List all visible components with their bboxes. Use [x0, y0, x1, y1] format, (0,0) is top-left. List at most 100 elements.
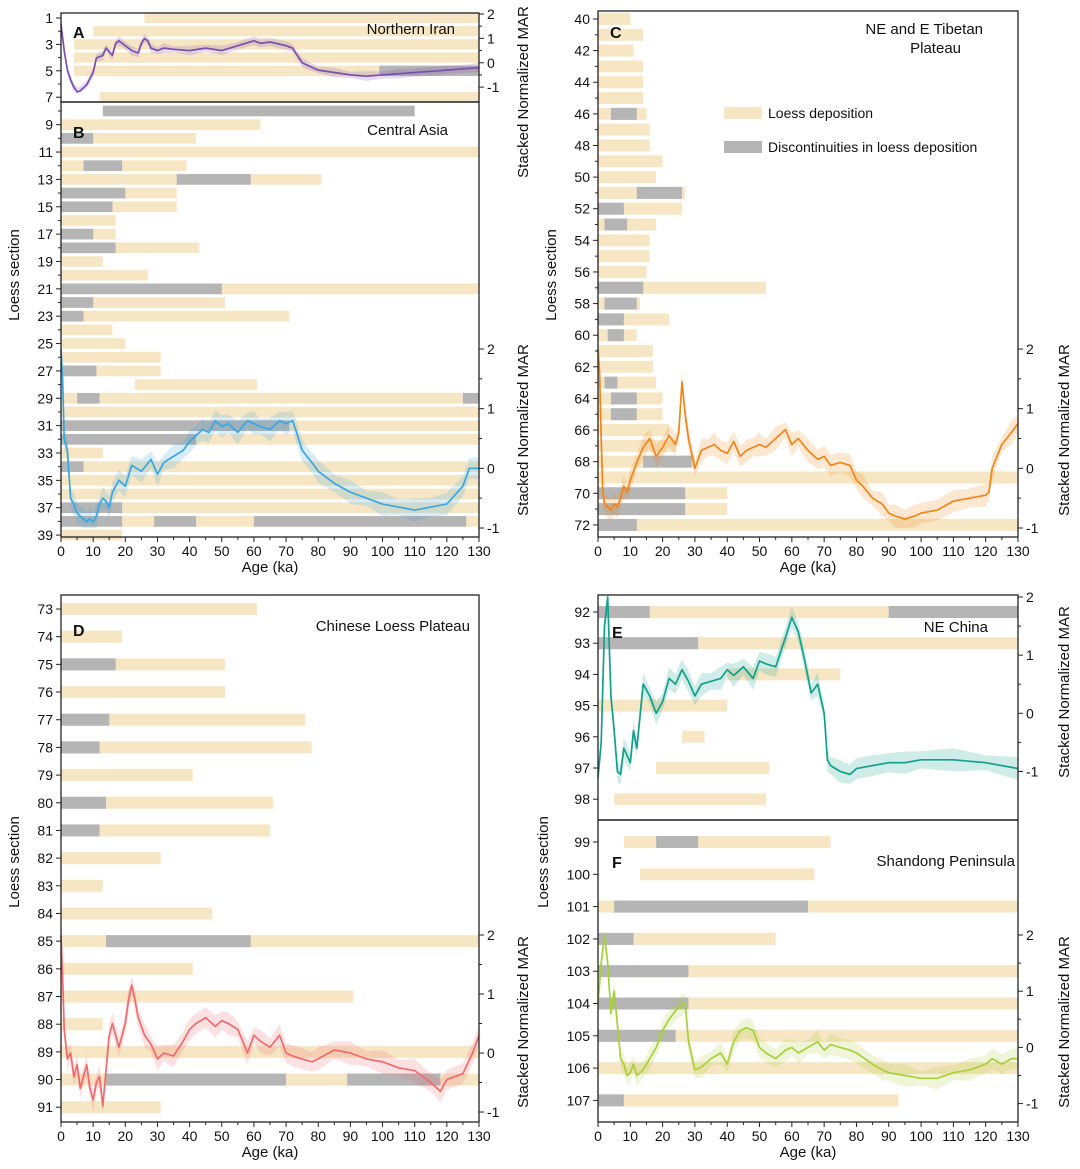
loess-bar-row-107	[598, 1094, 899, 1107]
gap-bar-row-52	[598, 202, 624, 215]
loess-bar-row-97	[656, 762, 770, 774]
loess-bar-row-44	[598, 76, 644, 89]
x-tick-label-100: 100	[371, 1128, 395, 1144]
gap-bar-row-18	[61, 242, 116, 254]
loess-bar-row-69	[598, 471, 1018, 484]
loess-bar-row-33	[61, 447, 103, 459]
loess-bar-row-45	[598, 92, 644, 105]
x-tick-label-120: 120	[435, 1128, 459, 1144]
gap-bar-row-23	[61, 310, 84, 322]
legend-loess-swatch	[724, 107, 762, 119]
row-label-76: 76	[37, 684, 53, 700]
y2-axis-label-f: Stacked Normalized MAR	[1056, 936, 1073, 1108]
row-label-58: 58	[574, 296, 590, 312]
row-label-92: 92	[574, 604, 590, 620]
loess-bar-row-98	[614, 793, 766, 806]
panel-title-e: NE China	[924, 619, 989, 636]
gap-bar-row-90	[347, 1073, 441, 1086]
x-tick-label-50: 50	[214, 543, 230, 559]
gap-bar-row-31	[61, 420, 290, 431]
x-tick-label-70: 70	[278, 1128, 294, 1144]
x-tick-label-120: 120	[974, 543, 998, 559]
loess-bar-row-91	[61, 1101, 161, 1114]
loess-bar-row-9	[61, 119, 261, 131]
legend: Loess deposition Discontinuities in loes…	[724, 105, 977, 155]
x-tick-label-50: 50	[214, 1128, 230, 1144]
row-label-93: 93	[574, 635, 590, 651]
x-tick-label-130: 130	[467, 1128, 491, 1144]
y2-axis-label-a: Stacked Normalized MAR	[515, 6, 532, 178]
x-tick-label-30: 30	[150, 1128, 166, 1144]
loess-bar-row-100	[640, 868, 815, 881]
panel-title-d: Chinese Loess Plateau	[316, 618, 470, 635]
loess-bar-row-50	[598, 171, 657, 184]
y-axis-label-b: Loess section	[6, 229, 23, 321]
x-tick-label-20: 20	[118, 1128, 134, 1144]
row-label-60: 60	[574, 327, 590, 343]
panel-letter-a: A	[73, 25, 85, 42]
loess-bar-row-84	[61, 907, 213, 920]
x-tick-label-90: 90	[881, 1128, 897, 1144]
row-label-64: 64	[574, 390, 590, 406]
x-tick-label-60: 60	[784, 543, 800, 559]
loess-bar-row-87	[61, 990, 354, 1003]
y-axis-label-c: Loess section	[543, 229, 560, 321]
gap-bar-row-103	[598, 965, 689, 978]
loess-bar-row-105	[598, 1029, 1018, 1042]
row-label-78: 78	[37, 739, 53, 755]
gap-bar-row-27	[61, 365, 97, 377]
loess-bar-row-16	[61, 215, 116, 226]
loess-bar-row-77	[61, 713, 306, 726]
gap-bar-row-13	[176, 174, 251, 185]
x-tick-label-120: 120	[974, 1128, 998, 1144]
gap-bar-row-14	[61, 187, 126, 199]
x-tick-label-120: 120	[435, 543, 459, 559]
x-tick-label-100: 100	[909, 1128, 933, 1144]
gap-bar-row-37	[61, 502, 123, 514]
row-label-44: 44	[574, 74, 590, 90]
x-tick-label-90: 90	[343, 543, 359, 559]
gap-bar-row-92	[888, 606, 1018, 618]
row-label-23: 23	[37, 308, 53, 324]
row-label-105: 105	[567, 1028, 591, 1044]
loess-bar-row-82	[61, 852, 161, 865]
loess-bar-row-93	[598, 637, 1018, 650]
mar-tick-label: -1	[1026, 763, 1039, 779]
gap-bar-row-92	[598, 606, 650, 618]
loess-bar-row-62	[598, 360, 653, 373]
x-tick-label-50: 50	[752, 543, 768, 559]
gap-bar-row-85	[106, 935, 251, 948]
loess-bar-row-89	[61, 1045, 479, 1058]
loess-bar-row-5	[73, 65, 479, 76]
mar-tick-label: 2	[487, 927, 495, 943]
row-label-68: 68	[574, 454, 590, 470]
gap-bar-row-38	[253, 516, 467, 527]
row-label-86: 86	[37, 961, 53, 977]
row-label-84: 84	[37, 905, 53, 921]
gap-bar-row-77	[61, 713, 110, 726]
gap-bar-row-8	[102, 105, 415, 117]
row-label-17: 17	[37, 226, 53, 242]
x-tick-label-60: 60	[246, 543, 262, 559]
mar-band-b	[61, 349, 479, 528]
row-label-66: 66	[574, 422, 590, 438]
loess-bar-row-15	[61, 201, 177, 213]
y2-axis-label-d: Stacked Normalized MAR	[515, 936, 532, 1108]
row-label-48: 48	[574, 137, 590, 153]
x-tick-label-0: 0	[594, 1128, 602, 1144]
loess-bar-row-67	[598, 439, 676, 452]
row-label-15: 15	[37, 199, 53, 215]
loess-bar-row-40	[598, 13, 631, 25]
loess-bar-row-102	[598, 932, 776, 945]
loess-bar-row-18	[61, 242, 200, 254]
row-label-35: 35	[37, 472, 53, 488]
x-tick-label-10: 10	[623, 543, 639, 559]
panel-title-c-line2: Plateau	[910, 40, 961, 57]
row-label-103: 103	[567, 963, 591, 979]
x-tick-label-110: 110	[942, 1128, 965, 1144]
row-label-104: 104	[567, 996, 591, 1012]
row-label-54: 54	[574, 232, 590, 248]
